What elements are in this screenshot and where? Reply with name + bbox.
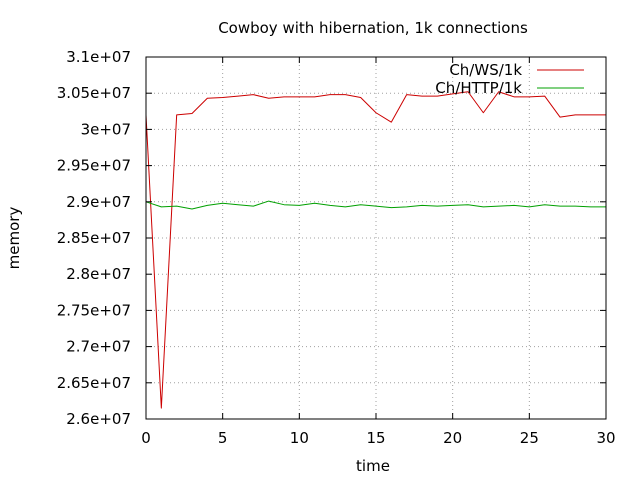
legend-label: Ch/WS/1k [449,61,522,79]
y-tick-label: 2.95e+07 [57,157,131,175]
y-tick-label: 3e+07 [81,120,131,138]
series-line [145,200,606,210]
y-tick-label: 2.8e+07 [66,265,131,283]
y-tick-label: 2.9e+07 [66,193,131,211]
series-lines [145,91,606,409]
x-tick-label: 30 [596,429,615,447]
y-tick-label: 2.65e+07 [57,374,131,392]
grid-lines [146,57,606,419]
tick-labels: 0 5 10 15 20 25 30 2.6e+07 2.65e+07 2.7e+07 2.75e+… [57,48,616,447]
x-tick-label: 20 [443,429,462,447]
y-axis-label: memory [5,207,23,270]
x-tick-label: 15 [366,429,385,447]
axis-ticks [145,56,607,420]
x-tick-label: 25 [520,429,539,447]
x-tick-label: 5 [218,429,228,447]
y-tick-label: 2.75e+07 [57,301,131,319]
y-tick-label: 3.05e+07 [57,84,131,102]
y-tick-label: 2.7e+07 [66,338,131,356]
y-tick-label: 3.1e+07 [66,48,131,66]
y-tick-label: 2.85e+07 [57,229,131,247]
chart-title: Cowboy with hibernation, 1k connections [218,19,528,37]
x-axis-label: time [356,457,390,475]
series-line [145,91,606,409]
x-tick-label: 10 [290,429,309,447]
y-tick-label: 2.6e+07 [66,410,131,428]
legend-label: Ch/HTTP/1k [435,79,522,97]
x-tick-label: 0 [141,429,151,447]
